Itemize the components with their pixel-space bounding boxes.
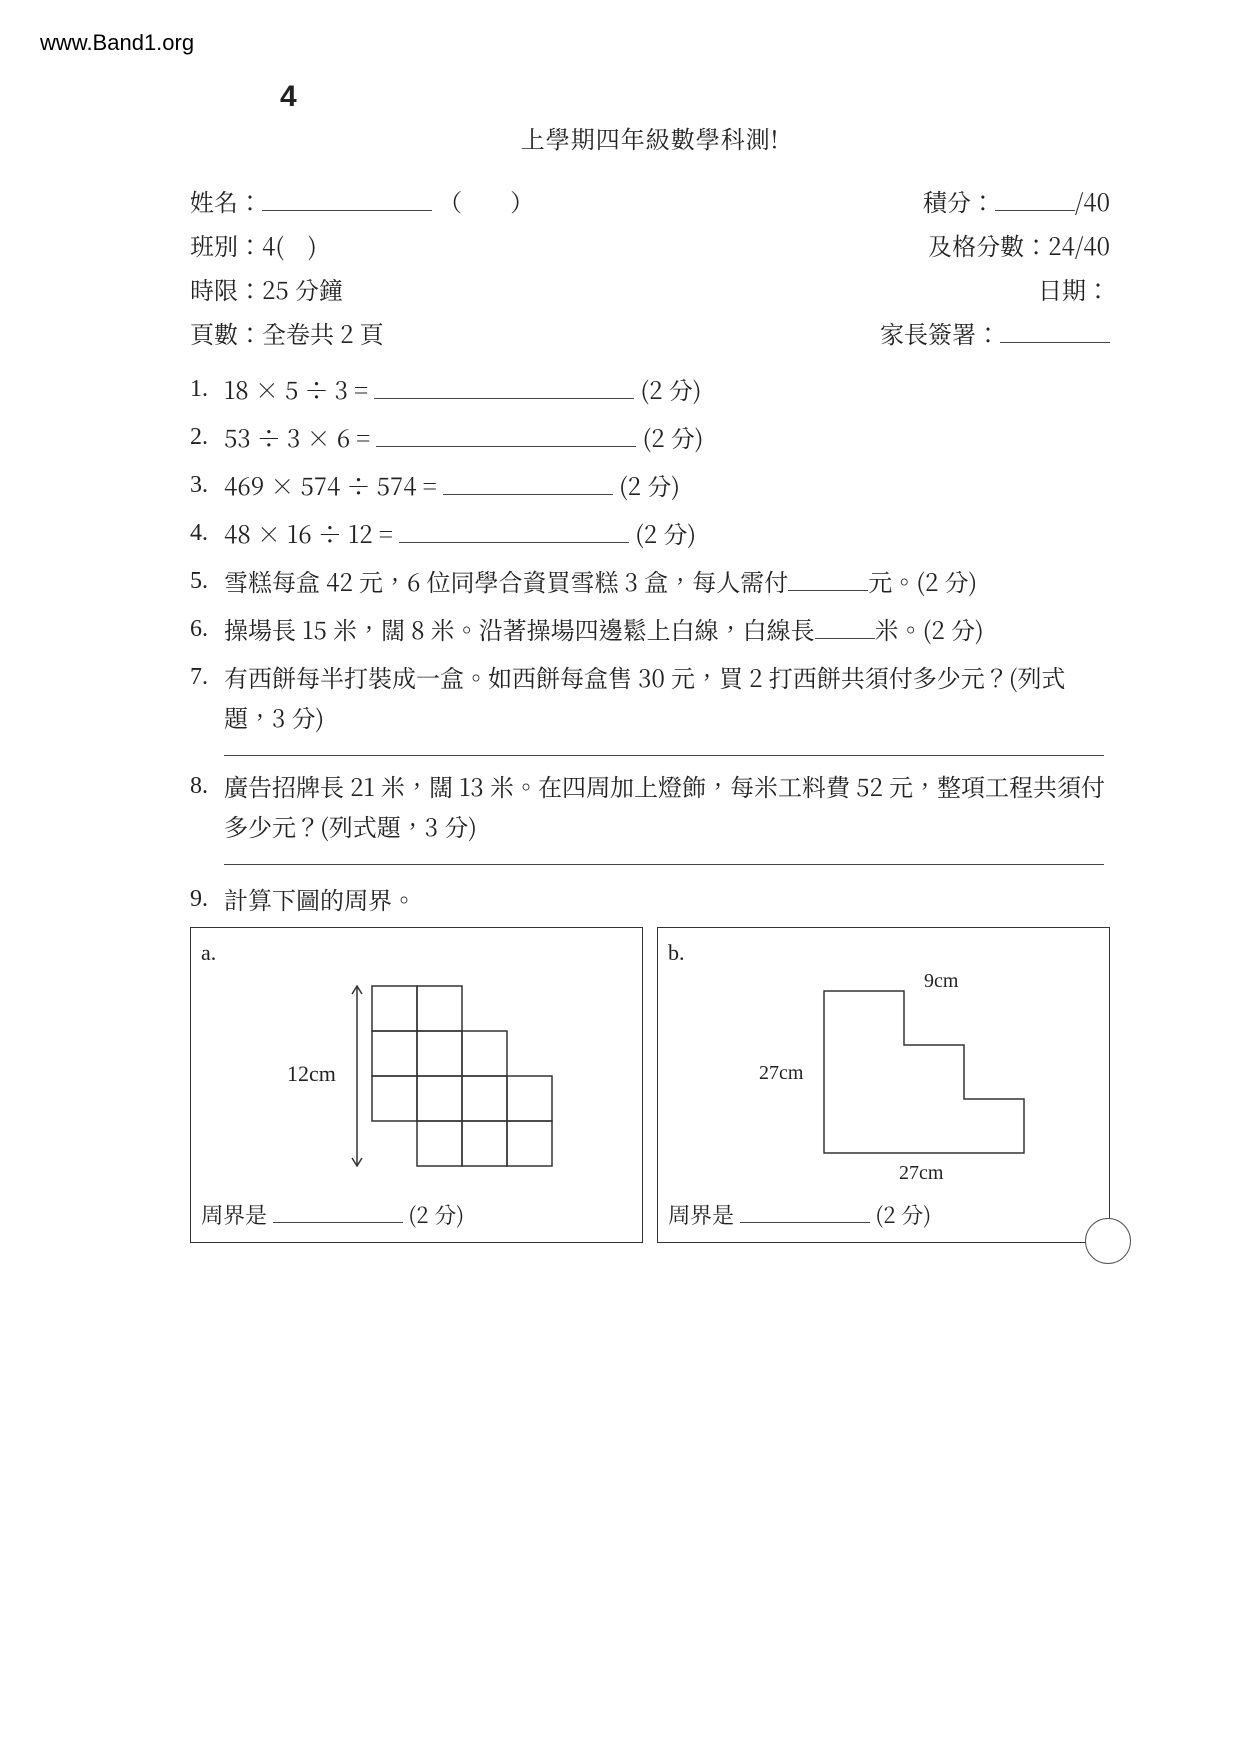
diagram-a: a.: [190, 927, 643, 1243]
question-6: 6. 操場長 15 米，闊 8 米。沿著操場四邊鬆上白線，白線長 米。(2 分): [190, 609, 1110, 649]
score-field: 積分： /40: [923, 179, 1110, 223]
q5-post: 元。(2 分): [868, 563, 977, 598]
q2-text: 53 ÷ 3 × 6 =: [224, 419, 370, 454]
q6-pre: 操場長 15 米，闊 8 米。沿著操場四邊鬆上白線，白線長: [224, 611, 815, 646]
page-content: 4 上學期四年級數學科測! 姓名： （ ） 積分： /40 班別：4( ) 及格分…: [190, 80, 1110, 1243]
q3-number: 3.: [190, 465, 224, 505]
score-total: /40: [1075, 183, 1110, 218]
parent-sign-field: 家長簽署：: [880, 311, 1110, 355]
timelimit-field: 時限：25 分鐘: [190, 267, 343, 311]
q1-blank[interactable]: [374, 374, 634, 399]
class-field: 班別：4( ): [190, 223, 317, 267]
q1-number: 1.: [190, 369, 224, 409]
perimeter-label-b: 周界是: [668, 1199, 734, 1230]
q5-pre: 雪糕每盒 42 元，6 位同學合資買雪糕 3 盒，每人需付: [224, 563, 788, 598]
score-blank[interactable]: [995, 186, 1075, 211]
q1-text: 18 × 5 ÷ 3 =: [224, 371, 368, 406]
question-3: 3. 469 × 574 ÷ 574 = (2 分): [190, 465, 1110, 505]
diagram-b-bottom-label: 27cm: [899, 1162, 944, 1184]
question-1: 1. 18 × 5 ÷ 3 = (2 分): [190, 369, 1110, 409]
q9-number: 9.: [190, 879, 224, 919]
q3-blank[interactable]: [443, 470, 613, 495]
name-blank[interactable]: [262, 186, 432, 211]
q8-answer-line[interactable]: [224, 864, 1104, 865]
perimeter-b-points: (2 分): [875, 1199, 931, 1230]
perimeter-a-blank[interactable]: [273, 1200, 403, 1223]
diagram-a-label: a.: [201, 940, 216, 965]
exam-title: 上學期四年級數學科測!: [190, 120, 1110, 155]
date-field: 日期：: [1038, 267, 1110, 311]
q7-answer-line[interactable]: [224, 755, 1104, 756]
parent-sign-label: 家長簽署：: [880, 315, 1000, 350]
question-7: 7. 有西餅每半打裝成一盒。如西餅每盒售 30 元，買 2 打西餅共須付多少元？…: [190, 657, 1110, 737]
diagram-a-figure: 12cm: [252, 971, 582, 1191]
question-8: 8. 廣告招牌長 21 米，闊 13 米。在四周加上燈飾，每米工料費 52 元，…: [190, 766, 1110, 846]
q2-number: 2.: [190, 417, 224, 457]
diagram-b-top-label: 9cm: [924, 971, 959, 992]
diagram-b-left-label: 27cm: [759, 1062, 804, 1084]
question-5: 5. 雪糕每盒 42 元，6 位同學合資買雪糕 3 盒，每人需付 元。(2 分): [190, 561, 1110, 601]
name-field: 姓名： （ ）: [190, 179, 534, 223]
diagram-a-height-label: 12cm: [287, 1061, 336, 1086]
date-label: 日期：: [1038, 271, 1110, 306]
diagram-b-figure: 9cm 27cm 27cm: [704, 971, 1064, 1191]
diagram-a-answer: 周界是 (2 分): [201, 1199, 632, 1230]
question-9: 9. 計算下圖的周界。: [190, 879, 1110, 919]
q5-number: 5.: [190, 561, 224, 601]
score-label: 積分：: [923, 183, 995, 218]
q6-post: 米。(2 分): [875, 611, 984, 646]
q7-number: 7.: [190, 657, 224, 737]
name-paren: （ ）: [438, 183, 534, 218]
q8-text: 廣告招牌長 21 米，闊 13 米。在四周加上燈飾，每米工料費 52 元，整項工…: [224, 766, 1110, 846]
page-corner-circle: [1085, 1218, 1131, 1264]
q4-points: (2 分): [635, 515, 696, 550]
q7-text: 有西餅每半打裝成一盒。如西餅每盒售 30 元，買 2 打西餅共須付多少元？(列式…: [224, 657, 1110, 737]
diagram-b-answer: 周界是 (2 分): [668, 1199, 1099, 1230]
parent-sign-blank[interactable]: [1000, 318, 1110, 343]
q5-blank[interactable]: [788, 566, 868, 591]
q3-text: 469 × 574 ÷ 574 =: [224, 467, 437, 502]
pages-field: 頁數：全卷共 2 頁: [190, 311, 384, 355]
q6-number: 6.: [190, 609, 224, 649]
perimeter-a-points: (2 分): [408, 1199, 464, 1230]
q2-points: (2 分): [642, 419, 703, 454]
q8-number: 8.: [190, 766, 224, 846]
pass-field: 及格分數：24/40: [928, 223, 1110, 267]
q4-text: 48 × 16 ÷ 12 =: [224, 515, 393, 550]
diagram-row: a.: [190, 927, 1110, 1243]
diagram-b-label: b.: [668, 940, 685, 965]
name-label: 姓名：: [190, 183, 262, 218]
watermark-text: www.Band1.org: [40, 30, 194, 56]
page-number: 4: [280, 80, 1110, 114]
q4-number: 4.: [190, 513, 224, 553]
questions: 1. 18 × 5 ÷ 3 = (2 分) 2. 53 ÷ 3 × 6 = (2…: [190, 369, 1110, 1243]
q9-text: 計算下圖的周界。: [224, 879, 1110, 919]
info-block: 姓名： （ ） 積分： /40 班別：4( ) 及格分數：24/40 時限：25 …: [190, 179, 1110, 355]
q1-points: (2 分): [640, 371, 701, 406]
diagram-b: b.: [657, 927, 1110, 1243]
question-2: 2. 53 ÷ 3 × 6 = (2 分): [190, 417, 1110, 457]
q4-blank[interactable]: [399, 518, 629, 543]
q3-points: (2 分): [619, 467, 680, 502]
perimeter-label-a: 周界是: [201, 1199, 267, 1230]
question-4: 4. 48 × 16 ÷ 12 = (2 分): [190, 513, 1110, 553]
q2-blank[interactable]: [376, 422, 636, 447]
perimeter-b-blank[interactable]: [740, 1200, 870, 1223]
q6-blank[interactable]: [815, 614, 875, 639]
